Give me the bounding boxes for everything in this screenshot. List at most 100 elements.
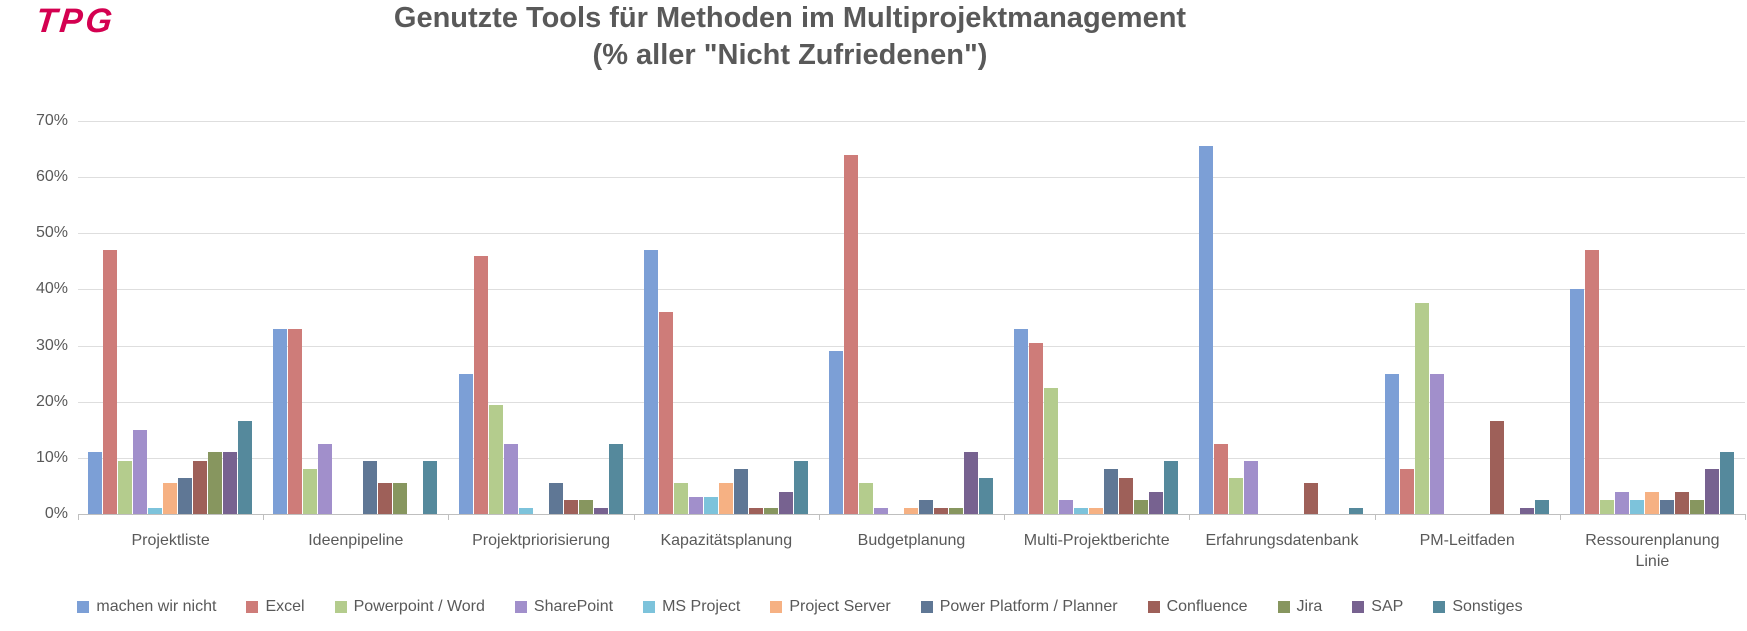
legend-item-project-server: Project Server [770,598,891,616]
bar-jira-projektpriorisierung [578,499,593,514]
bar-machen-wir-nicht-projektpriorisierung [458,373,473,514]
bar-sonstiges-ressourenplanung-linie [1719,452,1734,514]
bar-powerpoint-word-kapazit-tsplanung [673,483,688,514]
bar-machen-wir-nicht-ideenpipeline [273,328,288,514]
legend-swatch-icon [770,601,783,613]
legend-swatch-icon [246,601,259,613]
bar-confluence-ressourenplanung-linie [1674,491,1689,514]
legend-label: Sonstiges [1452,598,1523,615]
bar-jira-multi-projektberichte [1134,499,1149,514]
x-axis-label-erfahrungsdatenbank: Erfahrungsdatenbank [1205,532,1359,549]
legend-swatch-icon [514,601,527,613]
bar-project-server-ressourenplanung-linie [1644,491,1659,514]
y-axis-tick-0: 0% [44,505,68,522]
bar-sharepoint-projektpriorisierung [503,443,518,514]
bar-sharepoint-ressourenplanung-linie [1614,491,1629,514]
bar-sap-projektpriorisierung [593,508,608,514]
bar-machen-wir-nicht-pm-leitfaden [1384,373,1399,514]
bar-project-server-budgetplanung [904,508,918,514]
bar-machen-wir-nicht-ressourenplanung-linie [1569,289,1584,514]
bar-powerpoint-word-projektpriorisierung [488,404,503,514]
bar-jira-ressourenplanung-linie [1689,499,1704,514]
legend: machen wir nicht Excel Powerpoint / Word Sh… [40,598,1560,616]
bar-powerpoint-word-pm-leitfaden [1414,303,1429,514]
bar-machen-wir-nicht-projektliste [88,452,103,514]
legend-label: SharePoint [533,598,614,615]
gridline-30 [78,345,1745,347]
bar-power-platform-planner-kapazit-tsplanung [733,469,748,514]
y-axis-tick-20: 20% [35,392,68,410]
bar-sonstiges-ideenpipeline [423,460,438,514]
bar-excel-kapazit-tsplanung [658,311,673,514]
gridline-40 [78,289,1745,291]
legend-item-confluence: Confluence [1147,598,1248,616]
bar-powerpoint-word-multi-projektberichte [1044,387,1059,514]
x-axis-label-projektpriorisierung: Projektpriorisierung [472,532,610,549]
gridline-20 [78,401,1745,403]
bar-sap-pm-leitfaden [1519,508,1534,514]
bar-sharepoint-erfahrungsdatenbank [1244,460,1259,514]
bar-project-server-kapazit-tsplanung [718,483,733,514]
legend-swatch-icon [1277,601,1290,613]
bar-confluence-budgetplanung [934,508,948,514]
bar-machen-wir-nicht-budgetplanung [829,351,843,514]
bar-confluence-projektliste [193,460,208,514]
x-axis-label-ressourenplanung-linie: Ressourenplanung Linie [1585,532,1720,570]
bar-ms-project-ressourenplanung-linie [1629,499,1644,514]
bar-confluence-projektpriorisierung [563,499,578,514]
bar-power-platform-planner-budgetplanung [919,499,933,514]
bar-machen-wir-nicht-kapazit-tsplanung [643,250,658,514]
legend-label: Excel [265,598,305,615]
gridline-10 [78,457,1745,459]
gridline-70 [78,121,1745,122]
legend-swatch-icon [920,601,933,613]
bar-excel-budgetplanung [844,154,858,514]
bar-powerpoint-word-budgetplanung [859,483,873,514]
y-axis-tick-50: 50% [35,224,68,242]
bar-sonstiges-erfahrungsdatenbank [1349,508,1364,514]
bar-power-platform-planner-projektpriorisierung [548,483,563,514]
bar-excel-multi-projektberichte [1029,342,1044,514]
bar-sap-projektliste [223,452,238,514]
legend-item-ms-project: MS Project [643,598,740,616]
y-axis-tick-40: 40% [35,280,68,298]
bar-excel-projektliste [103,250,118,514]
bar-sap-ressourenplanung-linie [1704,469,1719,514]
legend-label: Power Platform / Planner [939,598,1118,615]
x-axis-tick [78,514,79,520]
legend-swatch-icon [334,601,347,613]
x-axis-label-kapazit-tsplanung: Kapazitätsplanung [660,532,793,549]
legend-label: Project Server [789,598,891,615]
bar-sonstiges-budgetplanung [979,477,993,514]
bar-machen-wir-nicht-multi-projektberichte [1014,328,1029,514]
bar-ms-project-kapazit-tsplanung [703,497,718,514]
legend-label: Jira [1296,598,1323,615]
chart-title-line2: (% aller "Nicht Zufriedenen") [592,39,988,71]
legend-label: Powerpoint / Word [353,598,485,615]
bar-sonstiges-pm-leitfaden [1534,499,1549,514]
bar-sharepoint-multi-projektberichte [1059,499,1074,514]
bar-sap-kapazit-tsplanung [778,491,793,514]
bar-power-platform-planner-projektliste [178,477,193,514]
x-axis-label-ideenpipeline: Ideenpipeline [308,532,404,549]
x-axis-tick [448,514,450,520]
legend-swatch-icon [643,601,656,613]
bar-sharepoint-ideenpipeline [318,443,333,514]
bar-ms-project-projektpriorisierung [518,508,533,514]
legend-label: Confluence [1166,598,1248,615]
legend-item-sonstiges: Sonstiges [1433,598,1523,616]
legend-label: machen wir nicht [96,598,217,615]
bar-excel-ressourenplanung-linie [1584,250,1599,514]
bar-sharepoint-budgetplanung [874,508,888,514]
chart-title-line1: Genutzte Tools für Methoden im Multiproj… [393,2,1187,34]
legend-item-sap: SAP [1352,598,1403,616]
legend-swatch-icon [1147,601,1160,613]
x-axis-tick [1189,514,1191,520]
legend-item-jira: Jira [1277,598,1323,616]
bar-confluence-multi-projektberichte [1119,477,1134,514]
bar-excel-pm-leitfaden [1399,469,1414,514]
bar-sonstiges-multi-projektberichte [1164,460,1179,514]
x-axis-tick [1745,514,1746,520]
bar-power-platform-planner-ideenpipeline [363,460,378,514]
